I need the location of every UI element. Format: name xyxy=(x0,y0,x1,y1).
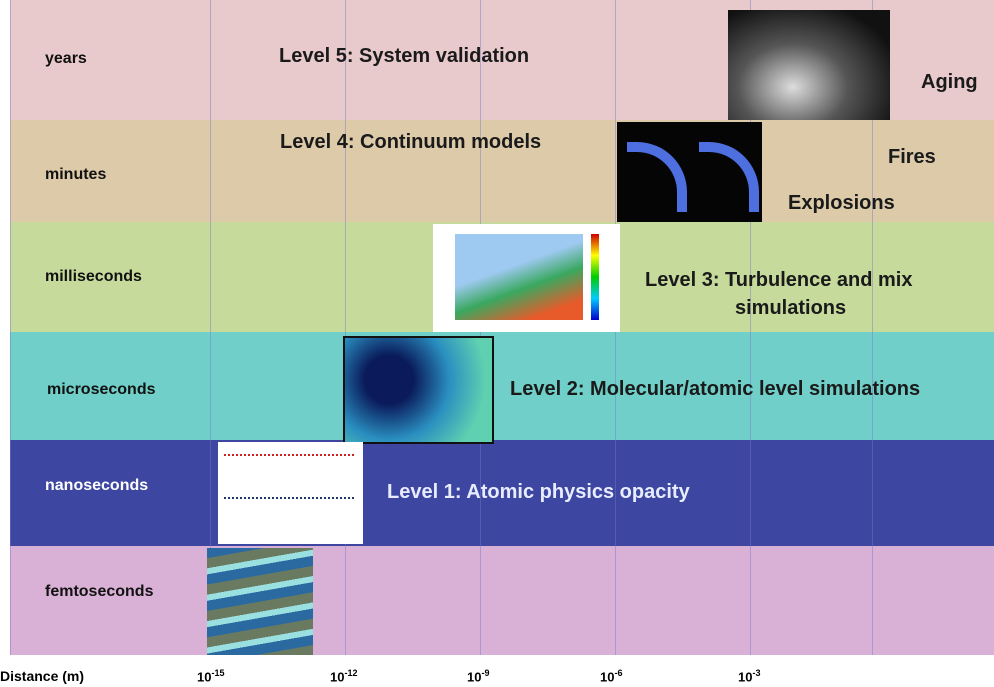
tick-exponent: -3 xyxy=(752,668,760,678)
level-label: simulations xyxy=(735,297,846,320)
x-tick-label: 10-3 xyxy=(738,668,760,684)
tick-exponent: -15 xyxy=(211,668,224,678)
tick-base: 10 xyxy=(197,669,211,684)
annotation: Explosions xyxy=(788,192,895,215)
grid-line xyxy=(10,0,11,655)
tick-base: 10 xyxy=(738,669,752,684)
axis-title: Distance (m) xyxy=(0,668,84,684)
level-label: Level 4: Continuum models xyxy=(280,131,541,154)
annotation: Aging xyxy=(921,71,978,94)
row-label: minutes xyxy=(45,166,106,184)
level-label: Level 3: Turbulence and mix xyxy=(645,269,912,292)
image-opacity xyxy=(218,442,363,544)
x-tick-label: 10-9 xyxy=(467,668,489,684)
tick-base: 10 xyxy=(600,669,614,684)
grid-line xyxy=(345,0,346,655)
row-label: milliseconds xyxy=(45,268,142,286)
image-femto xyxy=(207,548,313,655)
image-explosions xyxy=(617,122,762,222)
row-label: microseconds xyxy=(47,381,155,399)
tick-base: 10 xyxy=(467,669,481,684)
tick-exponent: -6 xyxy=(614,668,622,678)
image-aging xyxy=(728,10,890,120)
x-tick-label: 10-15 xyxy=(197,668,224,684)
row-label: femtoseconds xyxy=(45,583,153,601)
row-femtoseconds xyxy=(10,546,994,656)
level-label: Level 5: System validation xyxy=(279,45,529,68)
row-label: years xyxy=(45,50,87,68)
tick-base: 10 xyxy=(330,669,344,684)
level-label: Level 1: Atomic physics opacity xyxy=(387,481,690,504)
image-molecular xyxy=(343,336,494,444)
tick-exponent: -9 xyxy=(481,668,489,678)
image-turbulence xyxy=(433,224,620,332)
diagram: years minutes milliseconds microseconds … xyxy=(0,0,994,687)
x-tick-label: 10-12 xyxy=(330,668,357,684)
annotation: Fires xyxy=(888,146,936,169)
tick-exponent: -12 xyxy=(344,668,357,678)
level-label: Level 2: Molecular/atomic level simulati… xyxy=(510,378,920,401)
x-tick-label: 10-6 xyxy=(600,668,622,684)
row-label: nanoseconds xyxy=(45,477,148,495)
